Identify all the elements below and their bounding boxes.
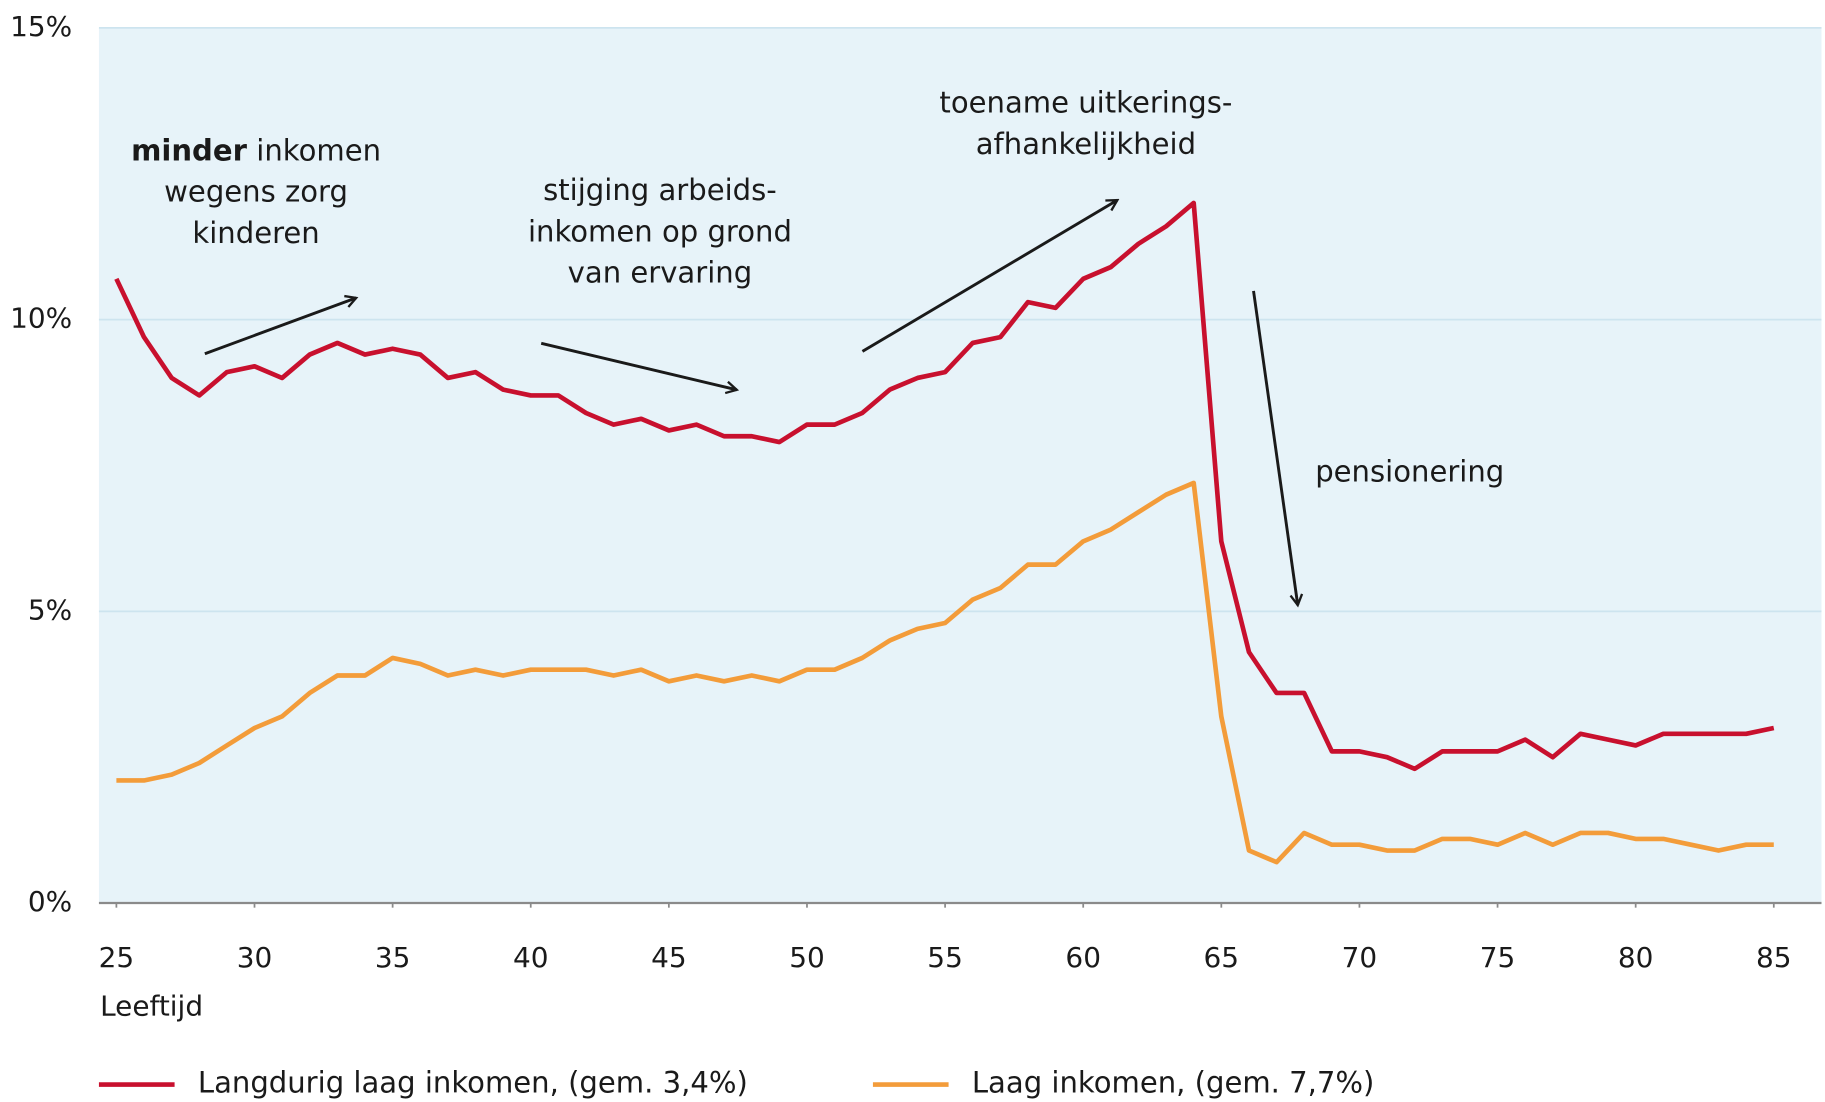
annotation: kinderen	[192, 216, 319, 250]
annotation: van ervaring	[568, 256, 753, 290]
y-tick-label: 15%	[10, 10, 72, 43]
x-tick-label: 60	[1065, 941, 1101, 974]
y-tick-label: 0%	[28, 885, 72, 918]
x-tick-label: 85	[1756, 941, 1792, 974]
legend-label: Laag inkomen, (gem. 7,7%)	[972, 1066, 1375, 1100]
arrow	[540, 341, 737, 390]
x-tick-label: 65	[1204, 941, 1240, 974]
annotation: stijging arbeids-	[543, 173, 777, 207]
annotation: wegens zorg	[164, 175, 348, 209]
x-tick-label: 75	[1480, 941, 1516, 974]
x-tick-label: 50	[789, 941, 825, 974]
x-tick-label: 80	[1618, 941, 1654, 974]
series-line	[116, 480, 1774, 865]
y-tick-label: 10%	[10, 302, 72, 335]
x-tick-label: 70	[1342, 941, 1378, 974]
x-tick-label: 40	[513, 941, 549, 974]
x-axis-label: Leeftijd	[100, 990, 203, 1023]
annotation: afhankelijkheid	[976, 127, 1196, 161]
arrow	[1252, 290, 1298, 605]
annotation: minder inkomen	[131, 133, 381, 167]
annotation: pensionering	[1315, 455, 1504, 489]
x-tick-label: 55	[927, 941, 963, 974]
x-tick-label: 25	[99, 941, 135, 974]
x-tick-label: 30	[237, 941, 273, 974]
arrow	[204, 298, 356, 356]
arrows	[204, 198, 1298, 605]
plot-background	[98, 27, 1822, 904]
arrow	[861, 198, 1117, 353]
annotation: toename uitkerings-	[939, 86, 1232, 120]
x-tick-label: 35	[375, 941, 411, 974]
x-tick-label: 45	[651, 941, 687, 974]
legend-label: Langdurig laag inkomen, (gem. 3,4%)	[198, 1066, 748, 1100]
series-line	[114, 200, 1775, 772]
y-tick-label: 5%	[28, 593, 72, 626]
annotation-bold: minder	[131, 133, 248, 167]
annotation-text: inkomen	[256, 133, 381, 167]
annotation: inkomen op grond	[528, 214, 792, 248]
